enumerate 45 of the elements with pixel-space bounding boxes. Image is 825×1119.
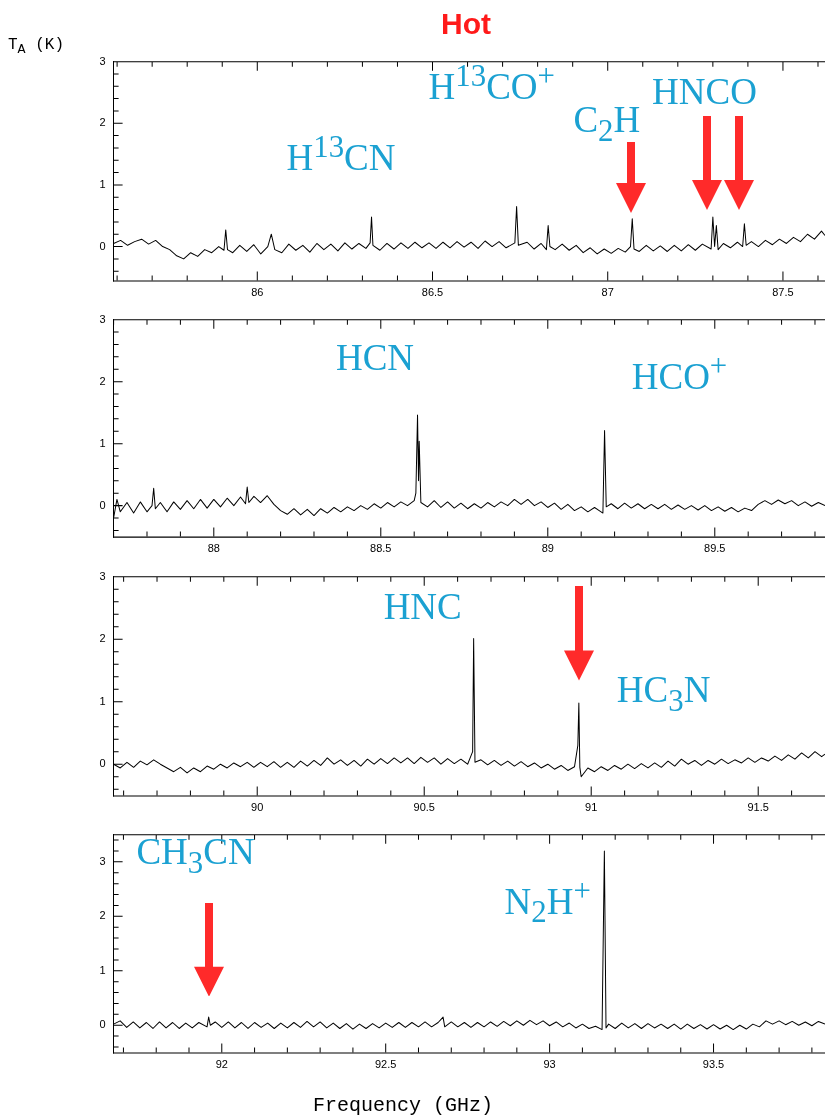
- x-tick-label: 90: [251, 801, 264, 814]
- x-tick-label: 93.5: [702, 1058, 725, 1071]
- annotation: HNC: [383, 585, 462, 626]
- x-tick-label: 91.5: [747, 801, 769, 814]
- x-axis-title: Frequency (GHz): [312, 1093, 494, 1117]
- y-tick-label: 3: [99, 855, 106, 868]
- y-tick-label: 1: [99, 963, 106, 976]
- annotation: HC$_{3}$N: [616, 669, 711, 718]
- y-tick-label: 3: [99, 569, 106, 582]
- y-tick-label: 1: [99, 436, 106, 449]
- annotation: C$_{2}$H: [573, 99, 641, 148]
- x-tick-label: 91: [585, 801, 598, 814]
- y-tick-label: 3: [99, 54, 106, 67]
- annotation: H$^{13}$CN: [286, 129, 396, 178]
- annotation: HCN: [335, 336, 415, 378]
- annotation: HCO$^{+}$: [631, 348, 728, 397]
- y-tick-label: 1: [99, 694, 106, 707]
- x-tick-label: 86.5: [421, 285, 444, 298]
- y-tick-label: 0: [99, 498, 106, 511]
- chart-title: Hot: [441, 7, 491, 41]
- annotation: H$^{13}$CO$^{+}$: [428, 59, 555, 108]
- y-tick-label: 1: [99, 177, 106, 190]
- y-tick-label: 0: [99, 757, 106, 770]
- x-tick-label: 87.5: [772, 285, 794, 298]
- y-tick-label: 0: [99, 239, 106, 252]
- x-tick-label: 89.5: [704, 541, 726, 554]
- y-tick-label: 3: [99, 312, 106, 325]
- x-tick-label: 90.5: [413, 801, 435, 814]
- x-tick-label: 88.5: [370, 541, 392, 554]
- y-tick-label: 0: [99, 1018, 106, 1031]
- annotation: CH$_{3}$CN: [136, 831, 255, 881]
- x-tick-label: 86: [251, 285, 264, 298]
- y-tick-label: 2: [99, 374, 106, 387]
- y-tick-label: 2: [99, 909, 106, 922]
- x-tick-label: 92: [215, 1058, 228, 1071]
- annotation: N$_{2}$H$^{+}$: [504, 873, 591, 930]
- x-tick-label: 92.5: [375, 1058, 397, 1071]
- x-tick-label: 93: [543, 1058, 556, 1071]
- y-axis-title: T$_{A}$ (K): [8, 36, 65, 58]
- annotation: HNCO: [652, 70, 757, 112]
- x-tick-label: 88: [207, 541, 220, 554]
- x-tick-label: 89: [541, 541, 554, 554]
- y-tick-label: 2: [99, 115, 106, 128]
- y-tick-label: 2: [99, 632, 106, 645]
- x-tick-label: 87: [601, 285, 614, 298]
